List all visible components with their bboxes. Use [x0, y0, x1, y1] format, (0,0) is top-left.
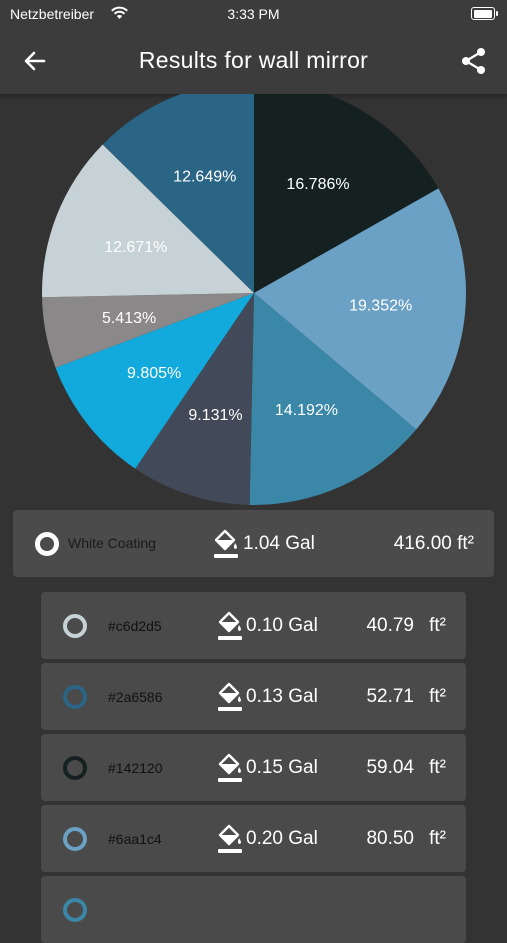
wifi-icon	[111, 6, 128, 19]
paint-bucket-icon	[218, 753, 242, 782]
color-area-unit: ft²	[429, 828, 446, 849]
clock: 3:33 PM	[227, 6, 280, 22]
color-swatch-ring	[63, 614, 87, 638]
color-hex: #6aa1c4	[108, 831, 162, 847]
pie-label-6: 12.671%	[104, 239, 167, 256]
paint-bucket-icon	[218, 611, 242, 640]
color-swatch-ring	[63, 827, 87, 851]
pie-label-4: 9.805%	[127, 365, 181, 382]
color-swatch-ring	[63, 898, 87, 922]
pie-label-1: 19.352%	[349, 298, 412, 315]
app-bar: Results for wall mirror	[0, 28, 507, 94]
pie-label-3: 9.131%	[188, 407, 242, 424]
color-area: 80.50	[366, 828, 414, 849]
battery-icon	[471, 7, 498, 20]
pie-label-0: 16.786%	[286, 176, 349, 193]
color-area-unit: ft²	[429, 757, 446, 778]
pie-slice-7	[102, 94, 254, 293]
back-arrow-icon[interactable]	[18, 44, 52, 78]
total-coating-row[interactable]: White Coating 1.04 Gal 416.00 ft²	[13, 510, 494, 577]
color-row[interactable]: #142120 0.15 Gal 59.04 ft²	[41, 734, 466, 801]
carrier-label: Netzbetreiber	[10, 6, 95, 22]
color-row[interactable]	[41, 876, 466, 943]
color-row[interactable]: #c6d2d5 0.10 Gal 40.79 ft²	[41, 592, 466, 659]
pie-label-7: 12.649%	[173, 169, 236, 186]
paint-bucket-icon	[218, 824, 242, 853]
paint-bucket-icon	[214, 529, 238, 558]
pie-slice-2	[249, 293, 417, 505]
color-area: 40.79	[366, 615, 414, 636]
pie-slice-6	[42, 144, 255, 298]
color-area: 59.04	[366, 757, 414, 778]
color-swatch-ring	[63, 756, 87, 780]
share-icon[interactable]	[457, 44, 491, 78]
color-area: 52.71	[366, 686, 414, 707]
color-gallons: 0.13 Gal	[246, 686, 318, 707]
status-bar: Netzbetreiber 3:33 PM	[0, 0, 507, 28]
color-row[interactable]: #6aa1c4 0.20 Gal 80.50 ft²	[41, 805, 466, 872]
pie-label-2: 14.192%	[275, 402, 338, 419]
color-area-unit: ft²	[429, 686, 446, 707]
pie-slice-0	[254, 94, 439, 293]
paint-bucket-icon	[218, 682, 242, 711]
coating-name: White Coating	[68, 535, 156, 551]
color-row[interactable]: #2a6586 0.13 Gal 52.71 ft²	[41, 663, 466, 730]
color-hex: #142120	[108, 760, 163, 776]
color-gallons: 0.15 Gal	[246, 757, 318, 778]
total-area: 416.00 ft²	[393, 533, 474, 554]
pie-chart: 16.786% 19.352% 14.192% 9.131% 9.805% 5.413% 1…	[42, 94, 467, 505]
pie-slice-3	[135, 293, 254, 505]
page-title: Results for wall mirror	[138, 47, 369, 73]
pie-label-5: 5.413%	[102, 310, 156, 327]
color-swatch-ring	[35, 532, 59, 556]
color-area-unit: ft²	[429, 615, 446, 636]
color-swatch-ring	[63, 685, 87, 709]
pie-slice-1	[254, 188, 467, 430]
pie-slice-4	[55, 293, 255, 469]
color-gallons: 0.10 Gal	[246, 615, 318, 636]
color-hex: #2a6586	[108, 689, 163, 705]
color-hex: #c6d2d5	[108, 618, 162, 634]
pie-slice-5	[42, 293, 254, 368]
total-gallons: 1.04 Gal	[243, 533, 315, 554]
color-gallons: 0.20 Gal	[246, 828, 318, 849]
